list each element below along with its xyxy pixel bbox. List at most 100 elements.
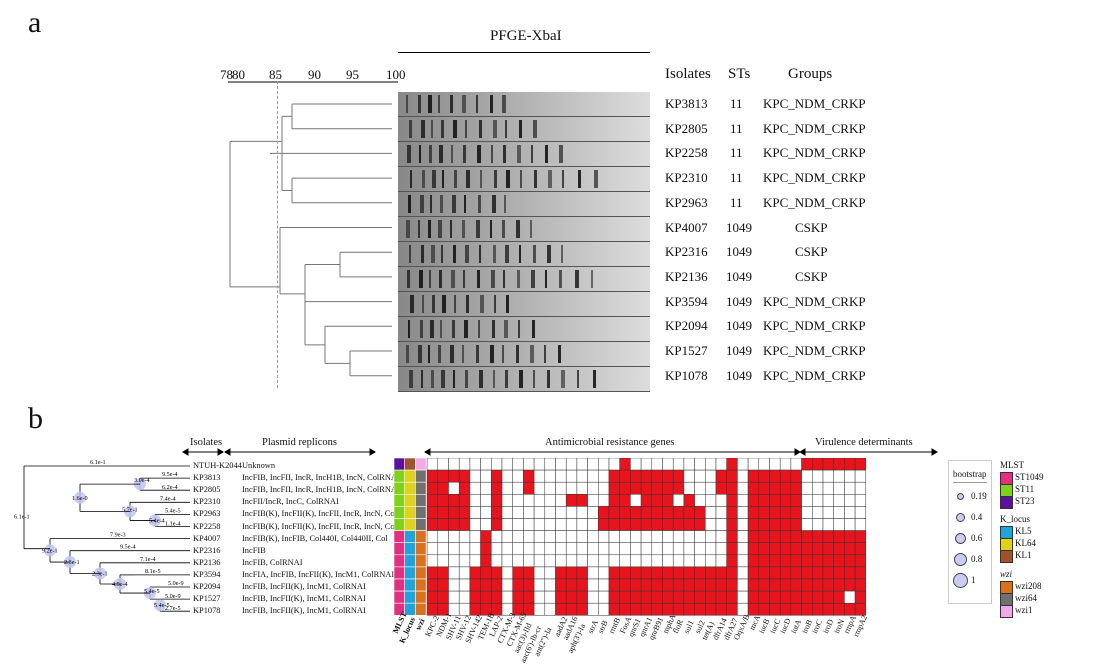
amr-cell [619,518,631,531]
row-group: KPC_NDM_CRKP [763,145,866,161]
vir-cell [790,602,802,616]
amr-cell [426,481,439,495]
row-group: KPC_NDM_CRKP [763,170,866,186]
vir-cell [844,518,856,531]
amr-cell [715,602,727,616]
vir-cell [779,458,792,471]
gel-lane [398,267,650,291]
cutoff-dashed-line [277,76,278,388]
vir-cell [801,469,813,483]
meta-cell [393,590,405,604]
amr-cell [587,578,599,592]
vir-cell [833,578,845,592]
row-st: 11 [730,145,743,161]
gel-lane [398,242,650,266]
gel-band [406,95,408,113]
vir-cell [844,542,856,556]
gel-lane [398,317,650,341]
gel-band [420,320,423,338]
amr-cell [491,590,503,604]
amr-cell [672,602,685,616]
amr-cell [523,469,535,483]
amr-cell [630,458,642,471]
pfge-dendrogram [229,103,392,377]
vir-cell [812,590,824,604]
svg-text:3.0e-4: 3.0e-4 [134,477,150,484]
amr-cell [587,506,599,519]
amr-cell [662,542,674,556]
gel-band [593,370,596,388]
amr-cell [576,458,588,471]
amr-cell [501,566,513,580]
amr-cell [598,494,610,507]
amr-cell [480,506,492,519]
gel-band [466,170,470,188]
amr-cell [705,566,717,580]
amr-cell [683,469,695,483]
amr-cell [672,469,685,483]
gel-band [408,195,411,213]
amr-cell [694,602,706,616]
amr-cell [662,458,674,471]
panel-b-label: b [28,402,43,435]
svg-text:5.4e-5: 5.4e-5 [154,602,170,609]
header-isolates: Isolates [190,437,223,448]
amr-cell [598,481,610,495]
gel-band [544,345,546,363]
amr-cell [694,554,706,568]
amr-cell [726,481,738,495]
svg-text:5.4e-5: 5.4e-5 [165,507,181,514]
amr-cell [491,494,503,507]
meta-cell [415,602,427,616]
amr-cell [491,554,503,568]
svg-text:4.5e-4: 4.5e-4 [112,581,128,588]
vir-cell [833,494,845,507]
gel-band [450,345,454,363]
legend-swatch [1000,605,1013,618]
legend-label: KL5 [1015,526,1032,536]
vir-cell [833,566,845,580]
row-st: 1049 [726,367,752,383]
amr-cell [491,469,503,483]
amr-cell [662,506,674,519]
amr-cell [672,542,685,556]
amr-cell [555,590,567,604]
gel-band [477,270,480,288]
amr-cell [651,458,663,471]
amr-cell [565,469,578,483]
gel-band [432,170,436,188]
row-replicons: IncFIB, IncFII(K), IncM1, ColRNAI [242,582,366,591]
amr-cell [437,590,449,604]
amr-cell [469,494,481,507]
gel-band [428,220,431,238]
amr-cell [523,518,535,531]
gel-band [418,220,420,238]
amr-cell [555,469,567,483]
amr-cell [523,481,535,495]
amr-cell [565,518,578,531]
amr-cell [533,542,546,556]
vir-cell [790,554,802,568]
bootstrap-legend: bootstrap 0.19 0.4 0.6 0.8 1 [948,460,992,604]
amr-cell [501,578,513,592]
svg-text:5.4e-4: 5.4e-4 [149,517,165,524]
gel-band [406,345,409,363]
vir-cell [812,566,824,580]
header-arrows [182,448,938,456]
amr-cell [512,590,524,604]
amr-cell [619,590,631,604]
amr-cell [533,566,546,580]
amr-cell [587,554,599,568]
amr-cell [501,530,513,543]
meta-cell [393,530,405,543]
amr-cell [672,530,685,543]
amr-cell [662,554,674,568]
amr-cell [694,458,706,471]
amr-cell [480,578,492,592]
amr-cell [426,506,439,519]
vir-cell [758,542,770,556]
vir-cell [812,494,824,507]
amr-cell [715,554,727,568]
gel-band [494,295,496,313]
vir-cell [801,481,813,495]
